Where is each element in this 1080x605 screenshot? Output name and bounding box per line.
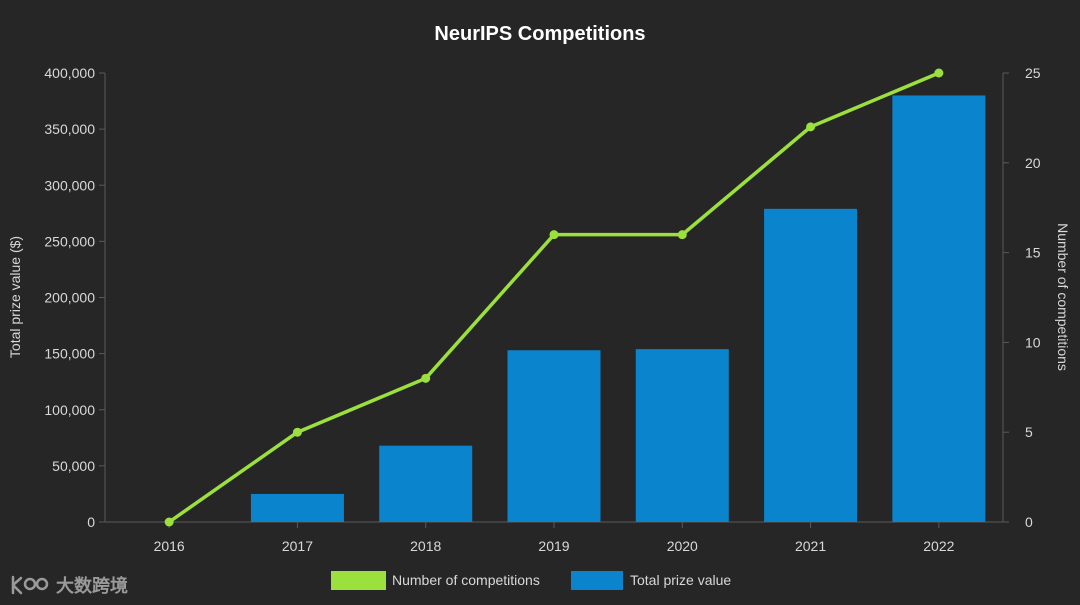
bar-2019	[507, 350, 601, 522]
y-tick-label: 150,000	[44, 346, 95, 362]
competitions-point-2016	[164, 517, 174, 527]
y-tick-label: 100,000	[44, 402, 95, 418]
x-tick-label: 2021	[795, 538, 826, 554]
y-tick-label: 250,000	[44, 233, 95, 249]
y2-tick-label: 15	[1025, 245, 1041, 261]
legend-swatch-prize	[571, 571, 623, 590]
competitions-point-2019	[549, 230, 559, 240]
bar-2017	[250, 493, 344, 522]
competitions-point-2021	[806, 122, 816, 132]
legend-label-prize: Total prize value	[630, 572, 731, 588]
y2-tick-label: 0	[1025, 514, 1033, 530]
legend-label-competitions: Number of competitions	[392, 572, 540, 588]
watermark: 大数跨境	[10, 570, 128, 600]
y-tick-label: 350,000	[44, 121, 95, 137]
x-tick-label: 2017	[282, 538, 313, 554]
x-tick-label: 2019	[538, 538, 569, 554]
x-tick-label: 2022	[923, 538, 954, 554]
legend-swatch-competitions	[331, 571, 386, 590]
bar-2021	[764, 208, 858, 522]
y2-axis-label: Number of competitions	[1055, 223, 1071, 371]
bar-2020	[635, 349, 729, 522]
y-axis-label: Total prize value ($)	[7, 236, 23, 358]
y2-tick-label: 10	[1025, 334, 1041, 350]
bar-2022	[892, 95, 986, 522]
y-tick-label: 400,000	[44, 65, 95, 81]
y-tick-label: 50,000	[52, 458, 95, 474]
x-tick-label: 2020	[667, 538, 698, 554]
competitions-point-2020	[677, 230, 687, 240]
y2-tick-label: 25	[1025, 65, 1041, 81]
x-tick-label: 2016	[154, 538, 185, 554]
watermark-logo-icon	[11, 575, 49, 595]
y-tick-label: 300,000	[44, 177, 95, 193]
x-tick-label: 2018	[410, 538, 441, 554]
competitions-point-2017	[292, 427, 302, 437]
bar-2018	[379, 445, 473, 522]
y2-tick-label: 5	[1025, 424, 1033, 440]
y-tick-label: 0	[87, 514, 95, 530]
y-tick-label: 200,000	[44, 290, 95, 306]
competitions-point-2018	[421, 373, 431, 383]
competitions-point-2022	[934, 68, 944, 78]
watermark-text: 大数跨境	[56, 576, 128, 597]
chart-title: NeurIPS Competitions	[434, 23, 645, 45]
y2-tick-label: 20	[1025, 155, 1041, 171]
